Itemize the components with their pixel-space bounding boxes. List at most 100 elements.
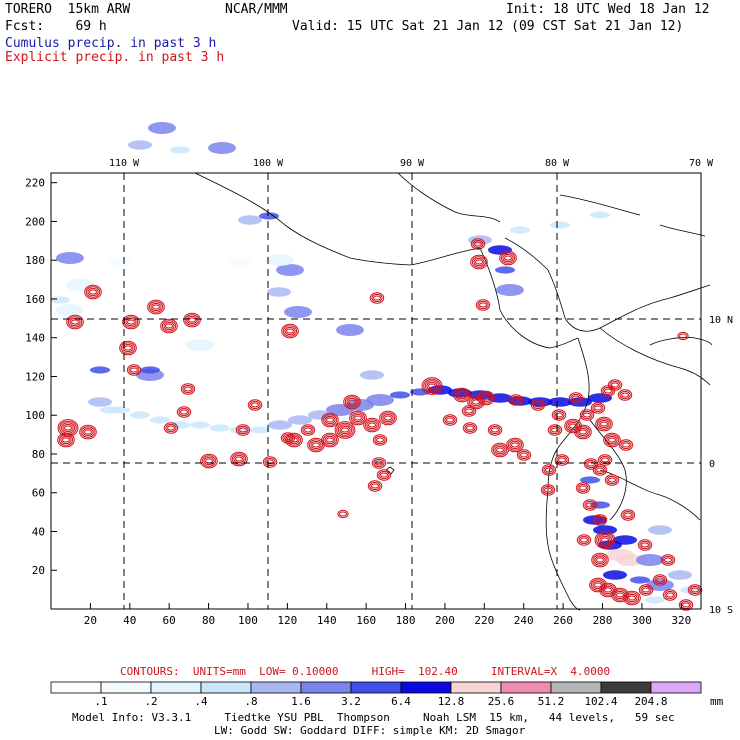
explicit-contour — [428, 383, 436, 389]
explicit-contour — [337, 424, 353, 436]
explicit-contour — [122, 314, 140, 330]
longitude-label: 100 W — [253, 158, 284, 169]
explicit-contour — [569, 423, 577, 429]
explicit-contour — [656, 577, 664, 583]
explicit-contour — [512, 397, 520, 403]
contour-info: CONTOURS: UNITS=mm LOW= 0.10000 HIGH= 10… — [120, 665, 611, 678]
precip-cell — [88, 397, 112, 407]
explicit-contour — [582, 499, 598, 511]
explicit-contour — [597, 454, 613, 466]
explicit-contour — [599, 582, 617, 598]
explicit-contour — [642, 587, 650, 593]
explicit-contour — [346, 397, 358, 407]
precip-cell — [613, 535, 637, 545]
precip-cell — [593, 525, 617, 535]
explicit-contour — [423, 378, 441, 394]
explicit-contour — [322, 434, 338, 446]
explicit-contour — [147, 299, 165, 315]
explicit-contour — [576, 534, 592, 546]
explicit-contour — [666, 592, 674, 598]
explicit-contour — [372, 434, 388, 446]
explicit-contour — [376, 469, 392, 481]
lat-lon-grid — [51, 173, 701, 609]
y-tick-label: 20 — [32, 564, 45, 577]
cumulus-label: Cumulus precip. in past 3 h — [5, 36, 217, 51]
explicit-contour — [568, 392, 584, 404]
explicit-contour — [251, 402, 259, 408]
colorbar-level: .1 — [94, 695, 107, 708]
x-tick-label: 320 — [671, 614, 691, 627]
precip-cell — [360, 370, 384, 380]
explicit-contour — [470, 238, 486, 250]
caribbean-coast — [504, 237, 711, 332]
explicit-contour — [371, 483, 379, 489]
explicit-contour — [119, 340, 137, 356]
explicit-contour — [458, 392, 466, 398]
explicit-contour — [376, 437, 384, 443]
explicit-contour — [120, 342, 136, 354]
explicit-contour — [183, 312, 201, 328]
latitude-label: 0 — [709, 459, 715, 470]
explicit-contour — [553, 410, 565, 420]
explicit-contour — [371, 457, 387, 469]
x-tick-label: 260 — [553, 614, 573, 627]
explicit-contour — [62, 437, 70, 443]
precip-cell — [50, 296, 70, 304]
precip-cell — [268, 420, 292, 430]
plot-frame — [50, 172, 702, 610]
explicit-contour — [130, 367, 138, 373]
explicit-contour — [126, 364, 142, 376]
explicit-contour — [639, 540, 651, 550]
explicit-contour — [604, 434, 620, 446]
colorbar-box — [100, 681, 152, 694]
explicit-contour — [502, 253, 514, 263]
longitude-label: 70 W — [689, 158, 714, 169]
explicit-contour — [89, 289, 97, 295]
explicit-contour — [494, 445, 506, 455]
explicit-contour — [71, 319, 79, 325]
explicit-contour — [58, 434, 74, 446]
explicit-contour — [424, 380, 440, 392]
y-tick-label: 160 — [25, 293, 45, 306]
explicit-contour — [619, 390, 631, 400]
explicit-contour — [547, 424, 563, 436]
colorbar-level: 3.2 — [341, 695, 361, 708]
explicit-contour — [479, 302, 487, 308]
explicit-contour — [384, 415, 392, 421]
explicit-contour — [344, 396, 360, 408]
precip-cell — [616, 554, 644, 566]
explicit-contour — [348, 399, 356, 405]
explicit-contour — [603, 432, 621, 448]
explicit-contour — [380, 412, 396, 424]
forecast-hour: Fcst: 69 h — [5, 19, 107, 34]
explicit-contour — [471, 256, 487, 268]
explicit-contour — [509, 440, 521, 450]
explicit-contour — [626, 593, 638, 603]
colorbar-box — [50, 681, 102, 694]
explicit-contour — [594, 465, 606, 475]
explicit-contour — [579, 429, 587, 435]
precip-cell — [186, 339, 214, 351]
explicit-contour — [304, 427, 312, 433]
latitude-label: 10 S — [709, 605, 733, 616]
explicit-contour — [618, 439, 634, 451]
explicit-contour — [520, 452, 528, 458]
explicit-contour — [475, 299, 491, 311]
precip-cell — [580, 476, 600, 484]
explicit-contour — [85, 286, 101, 298]
precip-cell — [636, 554, 664, 566]
explicit-contour — [596, 418, 612, 430]
precip-cell — [108, 257, 132, 267]
explicit-contour — [444, 415, 456, 425]
explicit-contour — [637, 539, 653, 551]
explicit-contour — [161, 320, 177, 332]
explicit-contour — [421, 377, 443, 395]
colorbar-level: .8 — [244, 695, 257, 708]
explicit-contour — [165, 423, 177, 433]
colorbar-boxes — [50, 681, 702, 694]
explicit-contour — [374, 435, 386, 445]
explicit-contour — [237, 425, 249, 435]
colorbar-box — [400, 681, 452, 694]
explicit-contour — [477, 390, 495, 406]
explicit-contour — [574, 424, 592, 440]
